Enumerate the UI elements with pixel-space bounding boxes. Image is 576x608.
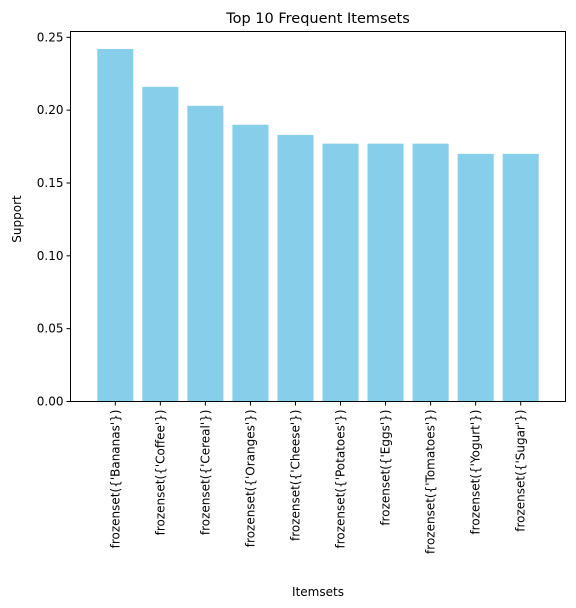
bar xyxy=(457,153,494,402)
bar xyxy=(277,134,314,402)
bar xyxy=(412,143,449,402)
x-tick-label: frozenset({'Bananas'}) xyxy=(108,410,122,549)
y-tick-label: 0.05 xyxy=(37,322,64,336)
bar xyxy=(187,105,224,402)
bar xyxy=(322,143,359,402)
x-tick-label: frozenset({'Potatoes'}) xyxy=(334,410,348,549)
x-tick-label: frozenset({'Yogurt'}) xyxy=(469,410,483,535)
x-tick-label: frozenset({'Sugar'}) xyxy=(514,410,528,532)
x-tick-label: frozenset({'Tomatoes'}) xyxy=(424,410,438,554)
bar xyxy=(142,86,179,402)
y-tick-label: 0.10 xyxy=(37,249,64,263)
bar xyxy=(502,153,539,402)
bar xyxy=(232,124,269,402)
y-tick-label: 0.20 xyxy=(37,103,64,117)
x-tick-label: frozenset({'Coffee'}) xyxy=(153,410,167,536)
plot-frame xyxy=(70,31,566,402)
bar xyxy=(97,48,134,402)
x-tick-label: frozenset({'Cheese'}) xyxy=(288,410,302,541)
x-axis-label: Itemsets xyxy=(292,585,344,599)
x-tick-label: frozenset({'Oranges'}) xyxy=(243,410,257,548)
y-tick-label: 0.15 xyxy=(37,176,64,190)
x-tick-label: frozenset({'Cereal'}) xyxy=(198,410,212,536)
y-tick-label: 0.00 xyxy=(37,395,64,409)
x-tick-label: frozenset({'Eggs'}) xyxy=(379,410,393,526)
chart-title: Top 10 Frequent Itemsets xyxy=(225,11,410,27)
bar xyxy=(367,143,404,402)
y-axis-label: Support xyxy=(10,195,24,243)
y-tick-label: 0.25 xyxy=(37,30,64,44)
